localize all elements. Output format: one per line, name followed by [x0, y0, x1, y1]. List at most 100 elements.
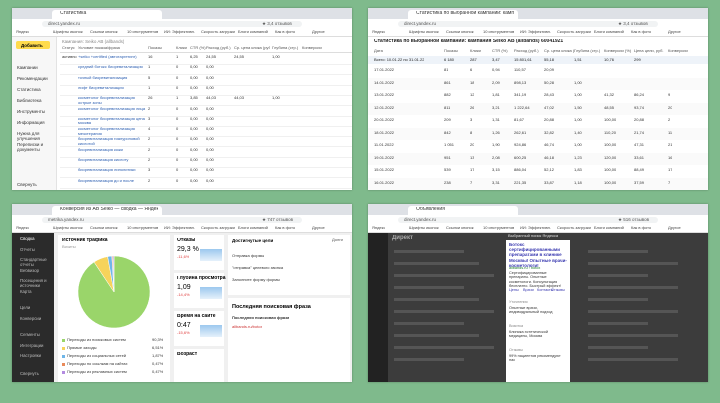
cell: 539 [444, 168, 451, 172]
cell: 26 [148, 96, 153, 101]
cell: 14.01.2022 [374, 80, 395, 85]
url-field [398, 216, 658, 223]
ad-link[interactable]: Контакты [537, 288, 554, 292]
cell: 12.01.2022 [374, 105, 395, 110]
sidebar-item[interactable]: Статистика [17, 87, 41, 92]
bookmark: Скорость загрузки [557, 29, 591, 34]
sparkline-area [200, 249, 222, 261]
row-rule [60, 136, 352, 138]
bookmark: Ссылки кнопок [90, 225, 118, 230]
tab-title: Статистика по выбранной кампании: кампан… [416, 11, 514, 16]
url-field [398, 20, 658, 27]
cell: 0,00 [206, 65, 214, 70]
sidebar-item[interactable]: Карта [20, 289, 32, 294]
sidebar-item[interactable]: Интеграции [20, 343, 44, 348]
bookmark: Скорость загрузки [557, 225, 591, 230]
placeholder-row [588, 334, 678, 337]
cell: 12 [470, 93, 475, 97]
bookmark: Ссылки кнопок [446, 29, 474, 34]
sidebar-item[interactable]: Нужна для улучшения [17, 131, 40, 142]
column-header: Расход (руб.) [514, 49, 539, 53]
cell: 18 [470, 80, 475, 85]
cell: 44,03 [234, 96, 245, 101]
ad-section-title: Уточнения [509, 300, 528, 304]
add-button [16, 41, 50, 49]
bookmark: Как в фото [275, 225, 296, 230]
sidebar-item[interactable]: Стандартные отчеты [20, 258, 47, 267]
cell: 50,28 [544, 80, 555, 85]
ad-url: allbands.ru › botox [509, 266, 541, 270]
sidebar-item[interactable]: Конверсии [20, 316, 42, 321]
sidebar-item[interactable]: Информация [17, 120, 45, 125]
placeholder-row [394, 358, 464, 361]
row-rule [60, 115, 352, 117]
metric-value: 0:47 [177, 322, 191, 329]
sidebar-item[interactable]: Инструменты [17, 109, 46, 114]
cell: 1,00 [272, 96, 280, 101]
cell: косметолог биоревитализация лица [78, 106, 146, 111]
total-cell: 6 180 [444, 57, 455, 62]
sidebar-item[interactable]: Цели [20, 306, 31, 310]
sidebar-item[interactable]: Свернуть [20, 372, 39, 376]
legend-swatch [62, 355, 65, 358]
legend-value: 90,3% [152, 338, 164, 342]
cell: 341,19 [514, 93, 527, 97]
sidebar-item[interactable]: Кампании [17, 65, 38, 70]
sidebar-item[interactable]: Переписки и документы [17, 142, 44, 153]
sidebar-item[interactable]: Рекомендации [17, 76, 48, 81]
traffic-title: Источник трафика [62, 238, 108, 243]
bookmark: Ссылки кнопок [90, 29, 118, 34]
bookmark: Блоги компаний [594, 225, 624, 230]
sparkline-area [200, 287, 222, 299]
cell: 41,32 [604, 93, 615, 97]
legend-name: Переходы по ссылкам на сайтах [67, 362, 128, 366]
sidebar-item[interactable]: Вебвизор [20, 268, 40, 273]
cell: 11.01.2022 [374, 143, 394, 147]
cell: 81,67 [514, 118, 525, 122]
cell: 20,88 [634, 118, 645, 122]
cell: биоревитализация кислоту [78, 158, 129, 162]
sidebar-item[interactable]: Настройки [20, 354, 42, 358]
ad-link[interactable]: Цены [509, 288, 519, 292]
phrase-card [228, 298, 350, 382]
cell: 0,00 [190, 85, 198, 90]
sidebar-item[interactable]: Сегменты [20, 333, 40, 337]
cell: 1 051 [444, 143, 455, 147]
cell: биоревитализация кожи [78, 147, 123, 152]
sidebar-item[interactable]: Посещения и источники [20, 279, 47, 288]
cell: косметолог биоревитализация цена москва [78, 116, 145, 126]
sidebar-item[interactable]: Сводка [20, 237, 35, 241]
row-rule [60, 177, 352, 179]
panel-campaign-stats: Статистика по выбранной кампании: кампан… [368, 8, 708, 190]
tab [408, 206, 518, 215]
add-button-label[interactable]: Добавить [21, 42, 43, 48]
url: direct.yandex.ru [404, 21, 437, 26]
goals-title: Достигнутые цели [232, 238, 274, 243]
column-header: Клики [470, 49, 481, 53]
sidebar [12, 233, 54, 382]
tab-title: Статистика [60, 11, 87, 16]
url-field [42, 20, 302, 27]
header-rule [60, 52, 352, 53]
cell: 93,74 [634, 105, 645, 110]
bookmark: 10 инструментов [127, 225, 159, 230]
column-header: Условие показа/фраза [78, 46, 120, 50]
url: direct.yandex.ru [404, 217, 437, 222]
bookmark: Скорость загрузки [201, 225, 235, 230]
ad-link[interactable]: Отзывы [551, 288, 565, 292]
sidebar-item[interactable]: Библиотека [17, 98, 42, 103]
column-header: CTR (%) [492, 49, 508, 53]
cell: 811 [444, 105, 451, 110]
url: direct.yandex.ru [48, 21, 81, 26]
total-cell: 1,51 [574, 57, 582, 62]
legend-name: Переходы из рекламных систем [67, 370, 127, 374]
panel-direct-stats: Статистика direct.yandex.ru ★ 3,4 отзывов Я… [12, 8, 352, 190]
sidebar-item[interactable]: Свернуть [17, 182, 37, 187]
cell: 842 [444, 130, 451, 135]
sidebar-item[interactable]: Отчеты [20, 247, 35, 252]
bookmark: ИИ: Эффективн. [520, 225, 551, 230]
metric-title: Отказы [177, 238, 196, 243]
ad-link[interactable]: Врачи [523, 288, 534, 292]
cell: 1 222,64 [514, 105, 530, 110]
cell: 0 [176, 106, 179, 111]
